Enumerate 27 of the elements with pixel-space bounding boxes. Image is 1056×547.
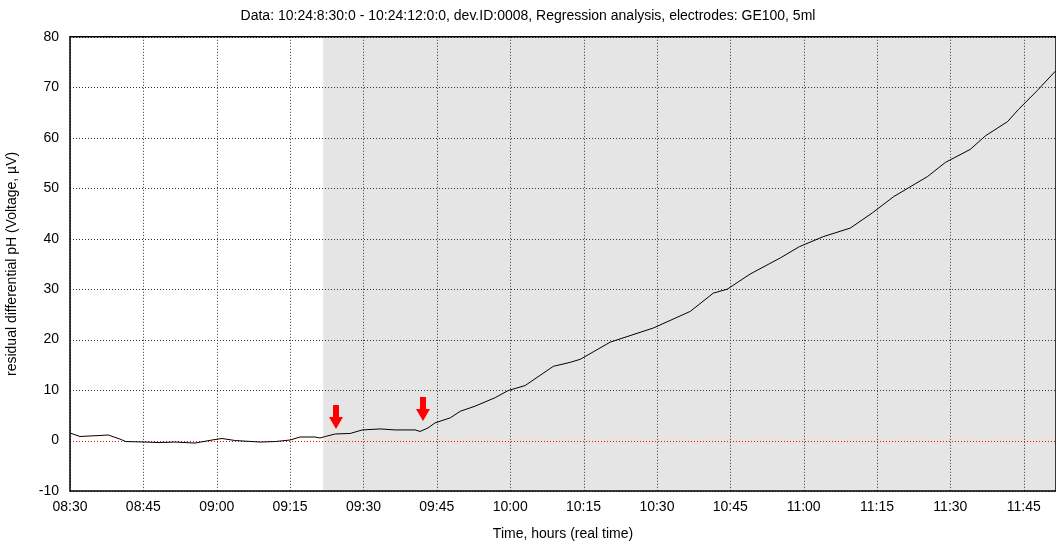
y-tick-label: 10 xyxy=(43,380,60,397)
x-tick-label: 11:00 xyxy=(786,498,821,515)
x-tick-label: 09:30 xyxy=(345,498,382,515)
y-tick-label: 30 xyxy=(43,279,60,296)
y-tick-label: 50 xyxy=(43,179,60,196)
y-tick-label: 0 xyxy=(51,431,60,448)
x-tick-label: 08:45 xyxy=(125,498,162,515)
x-tick-label: 09:15 xyxy=(272,498,308,515)
x-tick-label: 08:30 xyxy=(52,498,88,515)
y-axis-title: residual differential pH (Voltage, µV) xyxy=(3,151,20,376)
x-tick-label: 10:30 xyxy=(639,498,675,515)
y-tick-label: 80 xyxy=(43,27,60,44)
x-tick-label: 10:45 xyxy=(712,498,748,515)
chart-title: Data: 10:24:8:30:0 - 10:24:12:0:0, dev.ID:0008, Regression analysis, electrodes: GE100, 5ml xyxy=(240,7,816,24)
y-tick-label: 40 xyxy=(43,229,60,246)
y-tick-label: 70 xyxy=(43,78,60,95)
y-tick-label: 60 xyxy=(43,128,60,145)
y-tick-label: -10 xyxy=(38,481,60,498)
x-tick-label: 09:00 xyxy=(199,498,235,515)
x-tick-label: 11:15 xyxy=(859,498,895,515)
x-tick-label: 11:45 xyxy=(1006,498,1041,515)
x-tick-label: 09:45 xyxy=(419,498,455,515)
x-axis-title: Time, hours (real time) xyxy=(492,525,634,542)
x-tick-label: 10:00 xyxy=(492,498,528,515)
x-tick-label: 10:15 xyxy=(566,498,602,515)
y-tick-label: 20 xyxy=(43,330,60,347)
x-tick-label: 11:30 xyxy=(933,498,968,515)
